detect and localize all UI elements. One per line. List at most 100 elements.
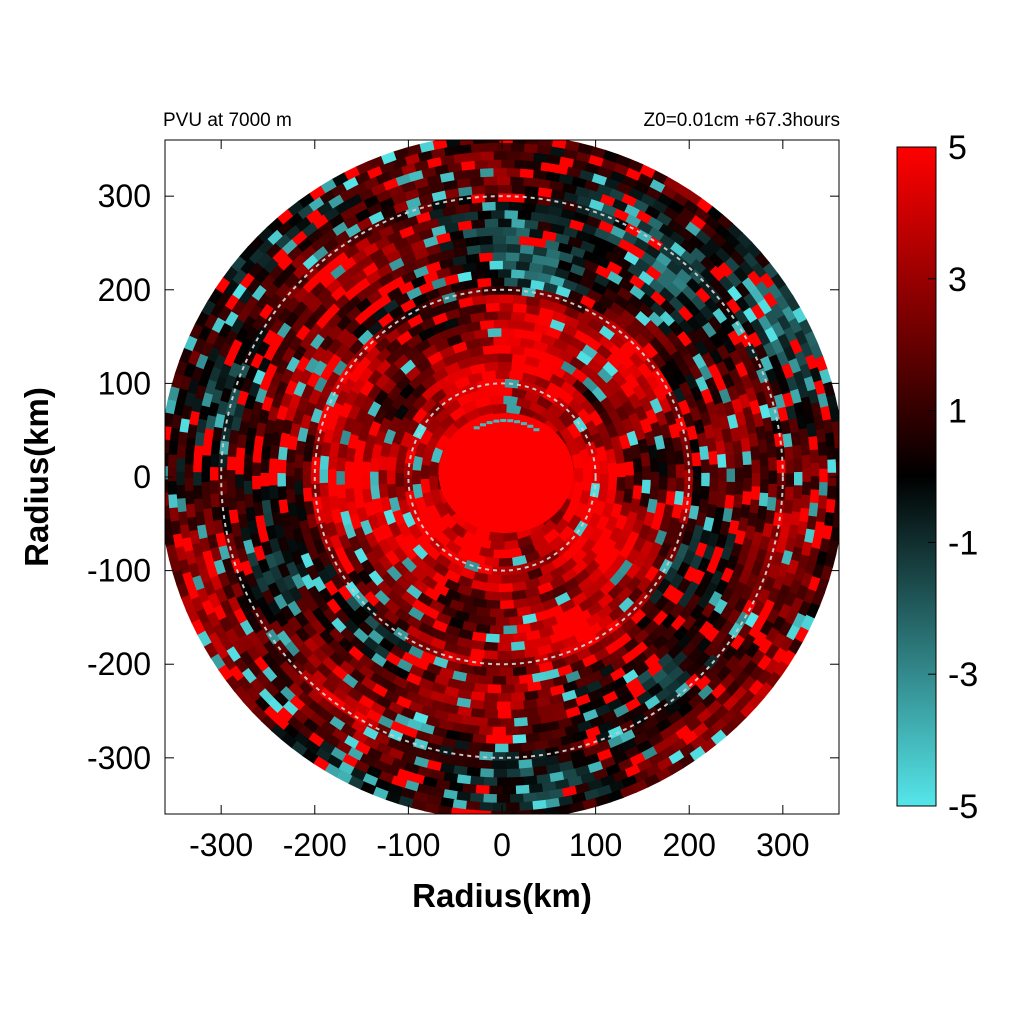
pv-cell xyxy=(422,270,439,284)
pv-cell xyxy=(574,282,591,297)
pv-cell xyxy=(204,415,217,431)
pv-cell xyxy=(176,444,187,460)
pv-cell xyxy=(179,524,191,540)
pv-cell xyxy=(378,197,395,211)
pv-cell xyxy=(371,758,389,773)
pv-cell xyxy=(636,614,653,631)
pv-cell xyxy=(619,729,637,744)
pv-cell xyxy=(247,519,259,536)
pv-cell xyxy=(561,278,578,292)
pv-cell xyxy=(389,645,407,660)
pv-cell xyxy=(401,557,418,574)
pv-cell xyxy=(235,500,247,516)
pv-cell xyxy=(370,652,388,668)
pv-cell xyxy=(276,209,294,226)
pv-cell xyxy=(737,622,753,640)
pv-cell xyxy=(734,453,744,468)
pv-cell xyxy=(766,607,781,625)
x-tick-label: -200 xyxy=(283,827,347,863)
title-left: PVU at 7000 m xyxy=(163,110,292,131)
pv-cell xyxy=(343,618,360,635)
pv-cell xyxy=(704,376,719,393)
pv-cell xyxy=(614,448,626,464)
pv-cell xyxy=(255,671,272,689)
pv-cell xyxy=(382,428,396,445)
pv-cell xyxy=(253,642,270,659)
pv-cell xyxy=(675,692,693,709)
pv-cell xyxy=(218,363,232,380)
pv-cell xyxy=(602,360,619,377)
pv-cell xyxy=(503,209,519,220)
pv-cell xyxy=(292,709,310,726)
pv-cell xyxy=(576,350,593,366)
pv-cell xyxy=(403,463,413,478)
pv-cell xyxy=(708,276,725,294)
pv-cell xyxy=(366,320,384,337)
pv-cell xyxy=(777,472,787,487)
pv-cell xyxy=(170,414,182,430)
pv-cell xyxy=(223,329,238,347)
pv-cell xyxy=(176,582,190,599)
pv-cell xyxy=(354,702,371,718)
pv-cell xyxy=(165,492,170,507)
pv-cell xyxy=(655,272,673,289)
pv-cell xyxy=(824,551,837,568)
pv-cell xyxy=(582,376,599,393)
pv-cell xyxy=(684,189,702,206)
pv-cell xyxy=(658,396,673,414)
pv-cell xyxy=(540,407,557,423)
pv-cell xyxy=(307,688,325,705)
pv-cell xyxy=(175,458,186,473)
pv-cell xyxy=(667,760,685,776)
pv-cell xyxy=(347,366,364,384)
pv-cell xyxy=(525,304,541,316)
pv-cell xyxy=(243,493,254,509)
pv-cell xyxy=(587,207,604,221)
pv-cell xyxy=(249,352,264,370)
pv-cell xyxy=(234,570,249,588)
pv-cell xyxy=(652,384,667,402)
pv-cell xyxy=(379,523,394,540)
pv-cell xyxy=(212,519,224,536)
pv-cell xyxy=(562,191,579,204)
pv-cell xyxy=(532,245,548,257)
pv-cell xyxy=(217,467,227,482)
pv-cell xyxy=(421,575,438,591)
pv-cell xyxy=(549,222,566,235)
pv-cell xyxy=(741,276,758,293)
pv-cell xyxy=(165,466,168,481)
pv-cell xyxy=(783,325,798,343)
pv-cell xyxy=(792,444,803,459)
pv-cell xyxy=(633,471,643,486)
pv-cell xyxy=(186,424,198,440)
pv-cell xyxy=(260,472,270,488)
pv-cell xyxy=(181,537,194,553)
pv-cell xyxy=(793,457,803,473)
pv-cell xyxy=(609,715,627,730)
pv-cell xyxy=(667,477,677,492)
pv-cell xyxy=(686,315,702,332)
pv-cell xyxy=(687,693,705,710)
pv-cell xyxy=(465,673,481,685)
pv-cell xyxy=(214,643,230,661)
pv-cell xyxy=(703,516,715,532)
pv-cell xyxy=(639,326,656,343)
pv-cell xyxy=(374,510,388,528)
pv-cell xyxy=(731,562,746,579)
pv-cell xyxy=(311,443,323,459)
pv-cell xyxy=(465,168,481,179)
pv-cell xyxy=(319,348,335,366)
pv-cell xyxy=(587,233,604,248)
pv-cell xyxy=(177,431,188,447)
pv-cell xyxy=(221,654,237,672)
pv-cell xyxy=(165,518,173,534)
pv-cell xyxy=(323,303,340,320)
pv-cell xyxy=(304,357,319,374)
pv-cell xyxy=(666,374,681,392)
pv-cell xyxy=(343,166,360,181)
pv-cell xyxy=(677,318,694,335)
pv-cell xyxy=(363,615,381,631)
pv-cell xyxy=(366,356,382,373)
pv-cell xyxy=(632,198,650,213)
pv-cell xyxy=(433,163,450,176)
